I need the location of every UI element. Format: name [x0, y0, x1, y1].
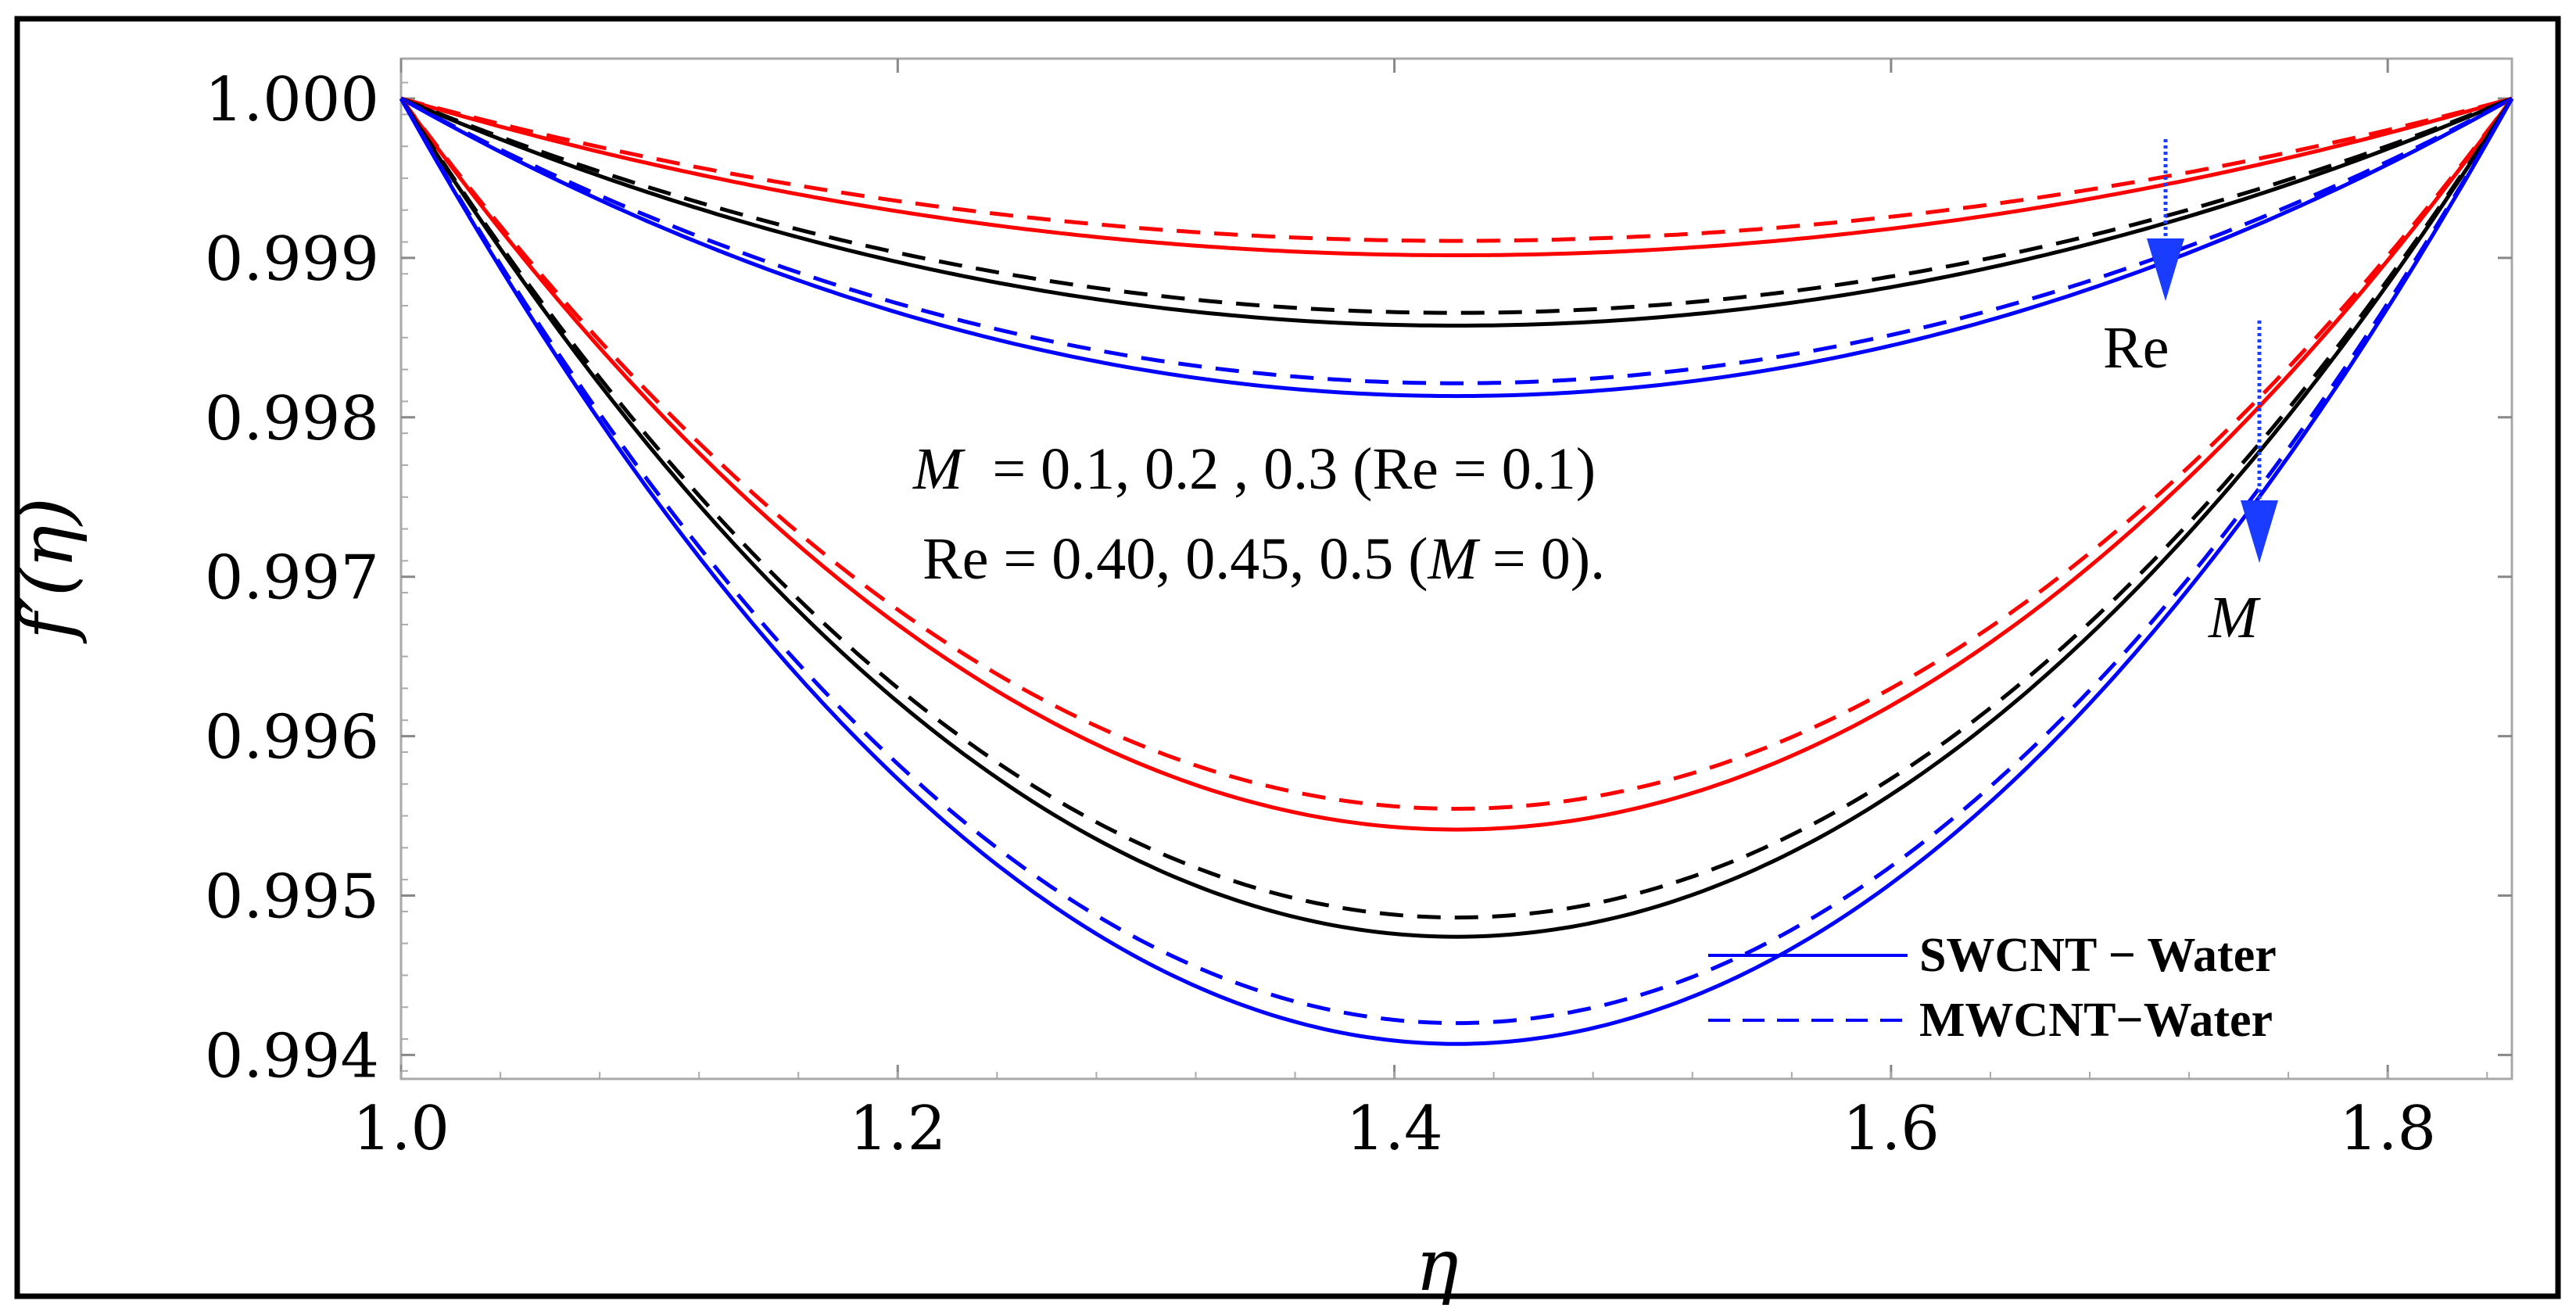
series-line: [399, 97, 2514, 832]
y-tick-label: 0.996: [205, 703, 379, 773]
series-line: [399, 97, 2514, 939]
annotation-m-values: = 0.1, 0.2 , 0.3 (Re = 0.1): [962, 436, 1596, 502]
series-line: [399, 97, 2514, 1026]
annotation-re-values: Re = 0.40, 0.45, 0.5 (: [923, 526, 1428, 592]
x-tick-label: 1.2: [849, 1094, 946, 1164]
series-line: [400, 96, 2513, 243]
y-tick-label: 0.994: [205, 1021, 379, 1091]
re-arrow-head: [2147, 238, 2184, 301]
series-line: [399, 97, 2514, 1046]
y-tick-label: 0.997: [205, 543, 379, 614]
series-line: [399, 97, 2514, 920]
annotation-re-tail: = 0).: [1478, 526, 1605, 592]
y-tick-label: 0.999: [205, 224, 379, 295]
x-axis-ticks: 1.0 1.2 1.4 1.6 1.8: [353, 59, 2488, 1164]
legend-label-swcnt: SWCNT − Water: [1919, 929, 2277, 982]
m-arrow-label: M: [2208, 585, 2261, 650]
m-arrow-head: [2241, 500, 2278, 563]
annotation-re-line: Re = 0.40, 0.45, 0.5 (M = 0).: [923, 526, 1605, 592]
x-tick-label: 1.0: [353, 1094, 450, 1164]
y-tick-label: 0.998: [205, 384, 379, 454]
series-line: [400, 96, 2513, 328]
x-axis-label: η: [1415, 1224, 1458, 1307]
x-tick-label: 1.6: [1843, 1094, 1940, 1164]
legend-label-mwcnt: MWCNT−Water: [1919, 994, 2273, 1047]
y-axis-ticks: 1.000 0.999 0.998 0.997 0.996 0.995 0.994: [205, 65, 2512, 1091]
x-tick-label: 1.8: [2339, 1094, 2436, 1164]
re-arrow-label: Re: [2103, 315, 2169, 381]
arrows: [2147, 139, 2278, 563]
x-tick-label: 1.4: [1346, 1094, 1443, 1164]
y-tick-label: 0.995: [205, 862, 379, 933]
annotation-m-symbol: M: [912, 436, 966, 502]
plot-frame: [399, 57, 2513, 1080]
series-line: [400, 96, 2513, 257]
series-line: [399, 97, 2514, 812]
y-tick-label: 1.000: [205, 65, 379, 135]
y-axis-label: f′(η): [5, 497, 89, 644]
annotation-re-m-symbol: M: [1428, 526, 1481, 592]
annotation-m-line: M = 0.1, 0.2 , 0.3 (Re = 0.1): [912, 436, 1596, 502]
legend: SWCNT − Water MWCNT−Water: [1708, 929, 2277, 1047]
